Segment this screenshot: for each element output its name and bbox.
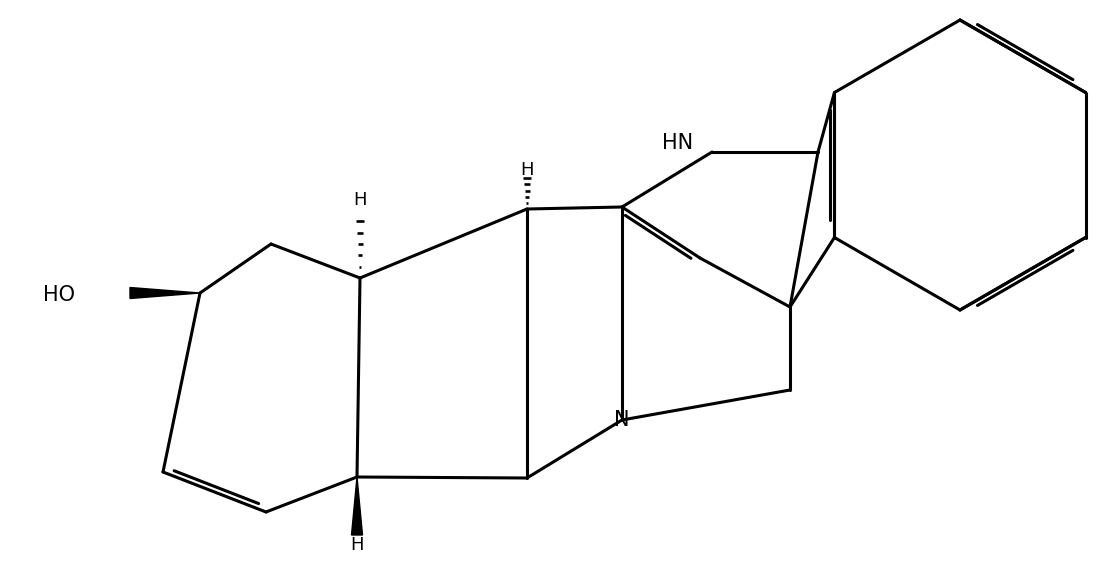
Text: H: H [350, 536, 364, 554]
Text: N: N [614, 410, 629, 430]
Text: HO: HO [43, 285, 75, 305]
Polygon shape [130, 287, 201, 298]
Polygon shape [352, 477, 362, 535]
Text: HN: HN [662, 133, 693, 153]
Text: H: H [353, 191, 367, 209]
Text: H: H [520, 161, 534, 179]
